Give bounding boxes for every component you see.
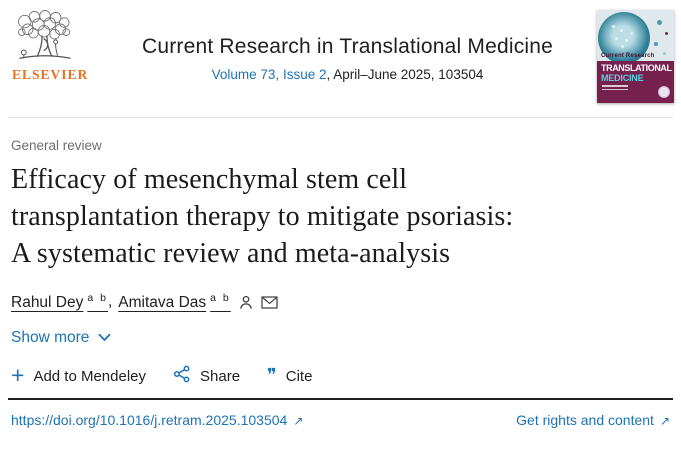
cover-title-band: TRANSLATIONAL MEDICINE	[597, 61, 674, 103]
article-content: General review Efficacy of mesenchymal s…	[0, 138, 681, 387]
external-link-icon: ↗	[293, 414, 304, 429]
cover-series-label: Current Research	[601, 53, 655, 59]
journal-heading: Current Research in Translational Medici…	[98, 10, 597, 82]
cover-microscopy-image	[598, 12, 650, 64]
journal-cover-thumbnail[interactable]: Current Research TRANSLATIONAL MEDICINE	[597, 10, 674, 103]
author-affiliations: a b	[210, 292, 231, 304]
author-separator: ,	[107, 293, 113, 311]
author-list: Rahul Dey a b, Amitava Das a b	[11, 292, 670, 312]
doi-link[interactable]: https://doi.org/10.1016/j.retram.2025.10…	[11, 412, 304, 429]
share-icon	[173, 365, 191, 387]
show-more-button[interactable]: Show more	[11, 329, 111, 347]
get-rights-link[interactable]: Get rights and content ↗	[516, 412, 670, 429]
elsevier-tree-icon	[12, 10, 98, 64]
doi-rights-row: https://doi.org/10.1016/j.retram.2025.10…	[0, 400, 681, 428]
chevron-down-icon	[98, 329, 111, 347]
share-label: Share	[200, 367, 241, 385]
issue-details-text: , April–June 2025, 103504	[326, 67, 484, 82]
footer-divider	[8, 398, 673, 401]
plus-icon: +	[11, 362, 25, 389]
cite-button[interactable]: ❞ Cite	[267, 365, 313, 387]
article-toolbar: + Add to Mendeley Share	[11, 362, 670, 389]
author-link-amitava-das[interactable]: Amitava Das a b	[118, 292, 231, 312]
cover-title-line1: TRANSLATIONAL	[601, 63, 672, 73]
cover-emblem	[658, 86, 670, 98]
add-to-mendeley-button[interactable]: + Add to Mendeley	[11, 362, 147, 389]
journal-banner: ELSEVIER Current Research in Translation…	[0, 0, 681, 103]
add-to-mendeley-label: Add to Mendeley	[33, 367, 147, 385]
author-affiliations: a b	[87, 292, 108, 304]
header-divider	[8, 117, 673, 118]
elsevier-wordmark: ELSEVIER	[12, 67, 89, 82]
journal-title-link[interactable]: Current Research in Translational Medici…	[141, 35, 554, 58]
article-title: Efficacy of mesenchymal stem cell transp…	[11, 164, 514, 269]
article-category-label: General review	[11, 138, 102, 153]
cover-title-line2: MEDICINE	[601, 73, 644, 83]
volume-issue-line: Volume 73, Issue 2, April–June 2025, 103…	[98, 67, 597, 82]
cite-quote-icon: ❞	[267, 365, 277, 387]
email-envelope-icon[interactable]	[261, 295, 278, 309]
external-link-icon: ↗	[659, 414, 670, 429]
volume-issue-link[interactable]: Volume 73, Issue 2	[211, 67, 327, 82]
corresponding-author-icon[interactable]	[238, 295, 254, 310]
elsevier-logo[interactable]: ELSEVIER	[12, 10, 98, 83]
author-link-rahul-dey[interactable]: Rahul Dey a b	[11, 292, 108, 312]
show-more-label: Show more	[11, 329, 90, 347]
cite-label: Cite	[285, 367, 313, 385]
share-button[interactable]: Share	[173, 365, 240, 387]
